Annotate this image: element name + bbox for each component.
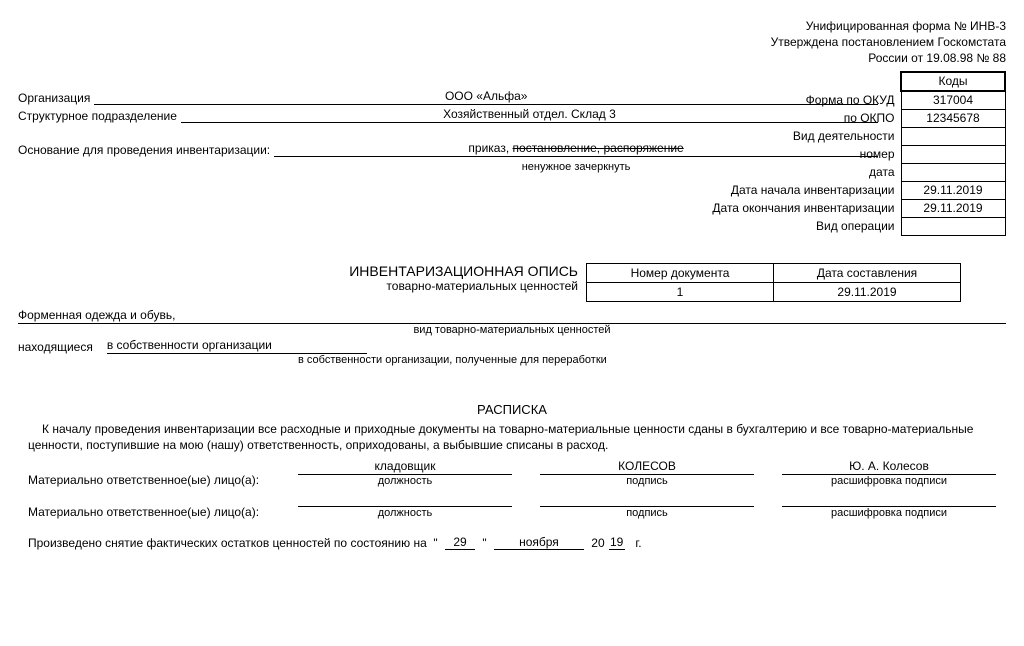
codes-value	[901, 127, 1005, 145]
codes-value: 317004	[901, 91, 1005, 110]
doc-date-header: Дата составления	[774, 263, 961, 282]
cap-name: расшифровка подписи	[782, 507, 996, 519]
receipt-title: РАСПИСКА	[18, 402, 1006, 417]
form-header-line1: Унифицированная форма № ИНВ-3	[18, 18, 1006, 34]
codes-table: Коды Форма по ОКУД317004 по ОКПО12345678…	[706, 71, 1006, 236]
codes-label: Дата начала инвентаризации	[706, 181, 901, 199]
cap-position: должность	[298, 475, 512, 487]
dept-label: Структурное подразделение	[18, 109, 181, 123]
sig-label: Материально ответственное(ые) лицо(а):	[28, 505, 298, 519]
org-label: Организация	[18, 91, 94, 105]
snapshot-day: 29	[445, 535, 475, 550]
sig2-position	[298, 491, 512, 507]
codes-label: по ОКПО	[706, 109, 901, 127]
sig2-sign	[540, 491, 754, 507]
codes-value	[901, 163, 1005, 181]
codes-label: Вид деятельности	[706, 127, 901, 145]
codes-value	[901, 145, 1005, 163]
goods-type-caption: вид товарно-материальных ценностей	[18, 324, 1006, 336]
doc-number-table: Номер документа Дата составления 1 29.11…	[586, 263, 961, 302]
receipt-text: К началу проведения инвентаризации все р…	[28, 421, 996, 453]
snapshot-year-prefix: 20	[591, 536, 604, 550]
form-header-line3: России от 19.08.98 № 88	[18, 50, 1006, 66]
codes-value: 29.11.2019	[901, 181, 1005, 199]
doc-num-header: Номер документа	[587, 263, 774, 282]
cap-position: должность	[298, 507, 512, 519]
basis-value-struck: постановление, распоряжение	[513, 141, 684, 155]
ownership-caption: в собственности организации, полученные …	[18, 354, 1006, 366]
doc-num: 1	[587, 282, 774, 301]
codes-label: Вид операции	[706, 217, 901, 235]
codes-label: Форма по ОКУД	[706, 91, 901, 110]
form-header: Унифицированная форма № ИНВ-3 Утверждена…	[18, 18, 1006, 67]
codes-value	[901, 217, 1005, 235]
codes-label: номер	[706, 145, 901, 163]
cap-name: расшифровка подписи	[782, 475, 996, 487]
snapshot-year-suffix: 19	[609, 535, 625, 550]
goods-type-value: Форменная одежда и обувь,	[18, 308, 1006, 324]
snapshot-label: Произведено снятие фактических остатков …	[28, 536, 427, 550]
snapshot-month: ноября	[494, 535, 584, 550]
snapshot-year-tail: г.	[635, 536, 641, 550]
basis-label: Основание для проведения инвентаризации:	[18, 143, 274, 157]
codes-label: Дата окончания инвентаризации	[706, 199, 901, 217]
cap-sign: подпись	[540, 475, 754, 487]
sig2-name	[782, 491, 996, 507]
ownership-label: находящиеся	[18, 340, 97, 354]
codes-label: дата	[706, 163, 901, 181]
doc-date: 29.11.2019	[774, 282, 961, 301]
codes-value: 12345678	[901, 109, 1005, 127]
codes-value: 29.11.2019	[901, 199, 1005, 217]
doc-subtitle: товарно-материальных ценностей	[18, 279, 578, 293]
codes-header: Коды	[901, 72, 1005, 91]
sig1-name: Ю. А. Колесов	[782, 459, 996, 475]
form-header-line2: Утверждена постановлением Госкомстата	[18, 34, 1006, 50]
sig1-position: кладовщик	[298, 459, 512, 475]
sig-label: Материально ответственное(ые) лицо(а):	[28, 473, 298, 487]
basis-value-keep: приказ,	[468, 141, 512, 155]
cap-sign: подпись	[540, 507, 754, 519]
sig1-sign: КОЛЕСОВ	[540, 459, 754, 475]
doc-title: ИНВЕНТАРИЗАЦИОННАЯ ОПИСЬ	[18, 263, 578, 279]
ownership-value: в собственности организации	[107, 338, 367, 354]
